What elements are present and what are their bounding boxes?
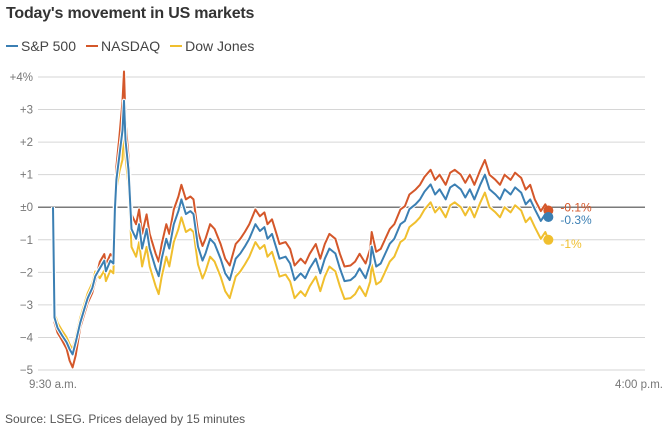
y-tick-label: −3 <box>20 300 33 312</box>
series-line-s-p-500 <box>52 99 550 356</box>
legend: S&P 500 NASDAQ Dow Jones <box>6 38 254 54</box>
y-tick-label: +3 <box>20 105 33 117</box>
legend-label: Dow Jones <box>185 38 255 54</box>
end-marker-dow-jones <box>543 234 554 245</box>
y-tick-label: +2 <box>20 137 33 149</box>
end-label-s-p-500: -0.3% <box>560 213 592 227</box>
legend-swatch-sp500 <box>6 45 18 47</box>
y-tick-label: +4% <box>10 72 33 84</box>
y-tick-label: −5 <box>20 365 33 377</box>
y-tick-label: −1 <box>20 235 33 247</box>
x-tick-label: 4:00 p.m. <box>615 379 663 391</box>
legend-item-nasdaq: NASDAQ <box>86 38 160 54</box>
x-tick-label: 9:30 a.m. <box>29 379 77 391</box>
y-tick-label: +1 <box>20 170 33 182</box>
source-note: Source: LSEG. Prices delayed by 15 minut… <box>5 412 246 426</box>
y-tick-label: −2 <box>20 267 33 279</box>
series-halo-nasdaq <box>51 69 551 370</box>
legend-swatch-nasdaq <box>86 45 99 47</box>
end-marker-s-p-500 <box>543 211 554 222</box>
end-label-dow-jones: -1% <box>560 237 582 251</box>
y-tick-label: −4 <box>20 332 34 344</box>
chart-title: Today's movement in US markets <box>6 5 255 22</box>
legend-label: S&P 500 <box>21 38 77 54</box>
legend-item-dow: Dow Jones <box>170 38 254 54</box>
y-tick-label: ±0 <box>20 202 33 214</box>
series-halo-s-p-500 <box>51 98 550 357</box>
legend-label: NASDAQ <box>101 38 161 54</box>
end-label-nasdaq: -0.1% <box>560 200 592 214</box>
legend-swatch-dow <box>170 45 183 47</box>
legend-item-sp500: S&P 500 <box>6 38 76 54</box>
